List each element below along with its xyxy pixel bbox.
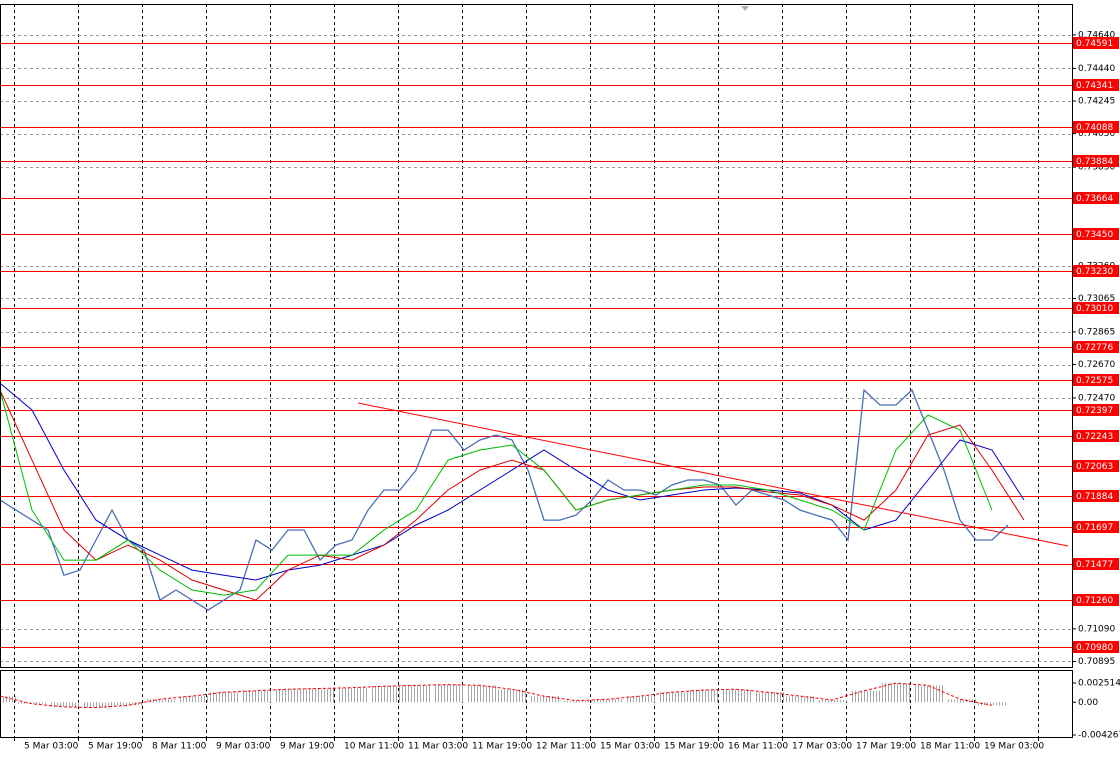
x-tick-label: 9 Mar 19:00 [280, 742, 335, 752]
x-tick-label: 17 Mar 19:00 [856, 742, 916, 752]
osc-bar [338, 688, 368, 703]
osc-bar [178, 696, 208, 702]
osc-bar [82, 702, 112, 707]
osc-bar [306, 688, 336, 702]
x-tick-label: 10 Mar 11:00 [344, 742, 404, 752]
x-tick-label: 12 Mar 11:00 [536, 742, 596, 752]
x-tick-label: 19 Mar 03:00 [984, 742, 1044, 752]
osc-bar [818, 700, 848, 702]
x-tick-label: 5 Mar 03:00 [24, 742, 79, 752]
osc-bar [690, 690, 720, 702]
osc-y-tick-label: 0.00 [1078, 698, 1098, 708]
y-tick-label: 0.72670 [1078, 360, 1115, 370]
y-tick-label: 0.74440 [1078, 64, 1115, 74]
level-label: 0.72776 [1076, 343, 1113, 353]
x-tick-label: 9 Mar 03:00 [216, 742, 271, 752]
osc-bar [914, 685, 944, 702]
osc-bar [18, 702, 48, 704]
osc-bar [466, 685, 496, 702]
x-tick-label: 8 Mar 11:00 [152, 742, 207, 752]
osc-bar [882, 683, 912, 702]
y-tick-label: 0.74245 [1078, 97, 1115, 107]
level-label: 0.71884 [1076, 492, 1113, 502]
level-label: 0.74591 [1076, 39, 1113, 49]
x-tick-label: 17 Mar 03:00 [792, 742, 852, 752]
osc-bar [434, 685, 464, 703]
level-label: 0.71260 [1076, 596, 1113, 606]
level-label: 0.72575 [1076, 376, 1113, 386]
level-label: 0.71697 [1076, 523, 1113, 533]
level-label: 0.72397 [1076, 406, 1113, 416]
x-tick-label: 11 Mar 03:00 [408, 742, 468, 752]
osc-bar [850, 691, 880, 703]
y-tick-label: 0.71090 [1078, 624, 1115, 634]
osc-bar [242, 691, 272, 703]
level-label: 0.73010 [1076, 304, 1113, 314]
y-tick-label: 0.72865 [1078, 327, 1115, 337]
level-label: 0.72063 [1076, 462, 1113, 472]
x-tick-label: 16 Mar 11:00 [728, 742, 788, 752]
osc-y-tick-label: 0.002514 [1078, 679, 1120, 689]
osc-bar [722, 689, 752, 702]
level-label: 0.74088 [1076, 123, 1113, 133]
level-label: 0.74341 [1076, 81, 1113, 91]
osc-y-tick-label: -0.004267 [1078, 731, 1120, 741]
level-label: 0.70980 [1076, 643, 1113, 653]
level-label: 0.73230 [1076, 267, 1113, 277]
level-label: 0.73450 [1076, 230, 1113, 240]
x-tick-label: 15 Mar 03:00 [600, 742, 660, 752]
level-label: 0.73884 [1076, 157, 1113, 167]
level-label: 0.72243 [1076, 432, 1113, 442]
y-tick-label: 0.72470 [1078, 393, 1115, 403]
x-tick-label: 15 Mar 19:00 [664, 742, 724, 752]
level-label: 0.71477 [1076, 560, 1113, 570]
osc-bar [402, 685, 432, 702]
osc-bar [626, 696, 656, 702]
osc-bar [370, 686, 400, 702]
osc-bar [754, 692, 784, 702]
osc-bar [530, 696, 560, 702]
y-tick-label: 0.70895 [1078, 657, 1115, 667]
x-tick-label: 11 Mar 19:00 [472, 742, 532, 752]
level-label: 0.73664 [1076, 194, 1113, 204]
x-tick-label: 5 Mar 19:00 [88, 742, 143, 752]
x-tick-label: 18 Mar 11:00 [920, 742, 980, 752]
osc-bar [274, 689, 304, 702]
